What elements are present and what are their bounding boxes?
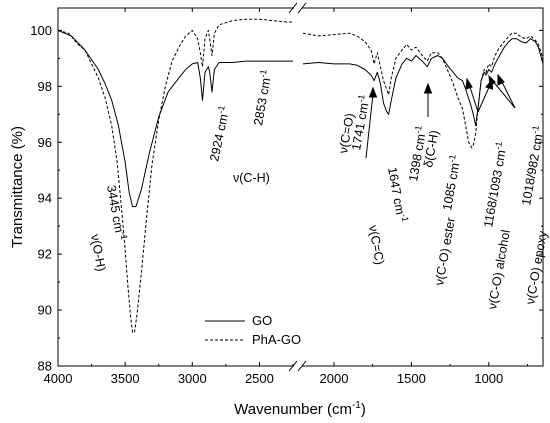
y-tick-label: 92 (38, 247, 52, 262)
y-tick-label: 96 (38, 135, 52, 150)
y-tick-label: 88 (38, 359, 52, 374)
arrow-1093 (468, 83, 479, 113)
legend-label-go: GO (252, 313, 272, 328)
series-line-go-segment-2 (302, 38, 544, 126)
x-tick-label: 2500 (245, 371, 274, 386)
arrow-1018 (491, 79, 516, 109)
annotation-arrows (365, 73, 516, 159)
annotation-ch-stretch-mode: ν(C-H) (233, 171, 270, 185)
arrow-1168 (477, 84, 491, 113)
axis-break-mark-top (297, 2, 307, 14)
y-tick-label: 98 (38, 79, 52, 94)
series-line-pha-go-segment-1 (57, 18, 293, 333)
axis-break-gap-bottom (294, 364, 302, 368)
y-tick-label: 100 (30, 23, 52, 38)
legend: GO PhA-GO (205, 313, 301, 347)
y-tick-label: 90 (38, 303, 52, 318)
x-tick-label: 3000 (178, 371, 207, 386)
arrow-982-head (497, 73, 505, 86)
arrow-1741 (365, 93, 374, 159)
x-axis-title: Wavenumber (cm-1) (234, 400, 366, 418)
arrow-1018-head (488, 74, 496, 87)
y-axis-title: Transmittance (%) (9, 126, 26, 248)
series-line-go-segment-1 (57, 29, 293, 208)
annotation-co-mode: ν(C=O) (336, 112, 357, 154)
x-tick-label: 1500 (397, 371, 426, 386)
annotation-cc-mode: ν(C=C) (366, 224, 387, 266)
x-tick-label: 4000 (44, 371, 73, 386)
series-line-pha-go-segment-2 (302, 32, 544, 149)
arrow-1398-head (423, 82, 433, 94)
annotation-oh-mode: ν(O-H) (88, 233, 108, 272)
x-tick-label: 2000 (320, 371, 349, 386)
arrow-1093-head (465, 77, 473, 90)
arrow-1741-head (368, 86, 378, 98)
x-tick-label: 1000 (474, 371, 503, 386)
legend-label-pha-go: PhA-GO (252, 332, 301, 347)
axis-break-gap-top (294, 6, 302, 10)
arrow-982 (500, 79, 516, 109)
x-tick-label: 3500 (111, 371, 140, 386)
axis-break-mark-bottom (297, 360, 307, 372)
annotation-ch-bend-mode: δ(C-H) (421, 129, 441, 168)
y-tick-label: 94 (38, 191, 52, 206)
axis-break-mark-top (288, 2, 298, 14)
